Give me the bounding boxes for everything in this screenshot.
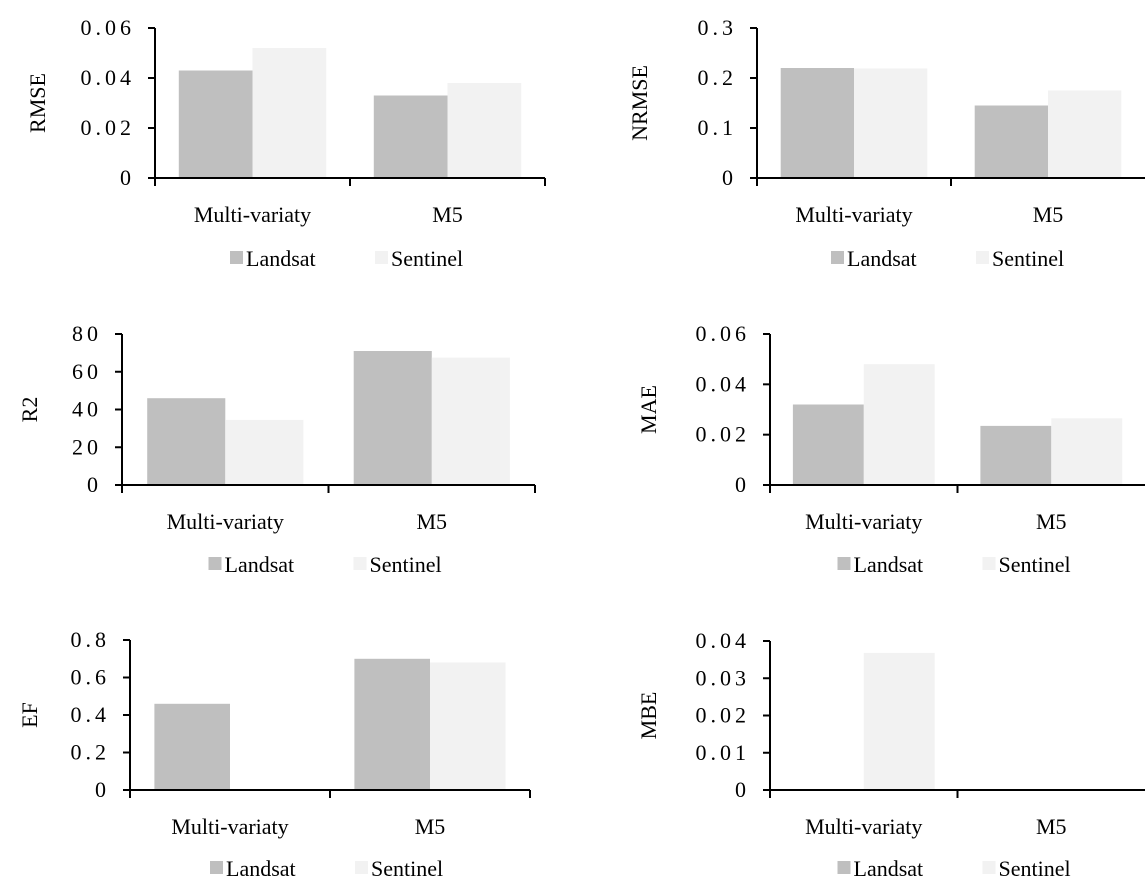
y-axis-title: R2 [17, 397, 42, 423]
x-category-label: M5 [415, 814, 446, 839]
x-category-label: M5 [1036, 814, 1067, 839]
legend-label-sentinel: Sentinel [992, 246, 1064, 271]
bar-landsat-multi-variaty [147, 398, 226, 485]
y-tick-label: 0.06 [81, 15, 136, 40]
y-axis-title: EF [17, 702, 42, 728]
x-category-label: Multi-variaty [805, 814, 922, 839]
y-tick-label: 40 [72, 397, 102, 422]
legend-label-sentinel: Sentinel [391, 246, 463, 271]
bar-landsat-m5 [354, 658, 430, 791]
legend-swatch-landsat [837, 557, 851, 570]
y-tick-label: 0.06 [696, 321, 751, 346]
y-tick-label: 0.1 [698, 115, 738, 140]
bar-sentinel-m5 [447, 83, 522, 178]
bar-landsat-multi-variaty [154, 703, 230, 791]
y-tick-label: 0.6 [71, 665, 111, 690]
y-tick-label: 0.2 [698, 65, 738, 90]
chart-panel-ef: 0 0.2 0.4 0.6 0.8 Multi-variaty M5 EF Landsat Sen… [17, 627, 531, 881]
legend-swatch-landsat [831, 251, 844, 264]
chart-panel-r2: 0 20 40 60 80 Multi-variaty M5 R2 Landsat Sentine… [17, 321, 536, 577]
bar-landsat-m5 [373, 95, 448, 178]
legend-swatch-sentinel [375, 251, 388, 264]
y-tick-label: 0 [722, 165, 737, 190]
legend-swatch-sentinel [353, 557, 367, 570]
bar-sentinel-multi-variaty [863, 364, 935, 485]
y-tick-label: 0.02 [81, 115, 136, 140]
y-tick-label: 20 [72, 434, 102, 459]
x-category-label: M5 [416, 509, 447, 534]
legend-label-sentinel: Sentinel [999, 856, 1071, 881]
y-tick-label: 60 [72, 359, 102, 384]
bar-landsat-multi-variaty [792, 404, 864, 485]
legend-swatch-sentinel [355, 861, 368, 874]
legend-label-sentinel: Sentinel [370, 552, 442, 577]
legend-swatch-sentinel [976, 251, 989, 264]
y-tick-label: 0.03 [696, 665, 751, 690]
y-tick-label: 0.04 [696, 371, 751, 396]
y-axis-title: NRMSE [627, 65, 652, 141]
chart-panel-mae: 0 0.02 0.04 0.06 Multi-variaty M5 MAE Landsat Se… [636, 321, 1145, 577]
legend-label-landsat: Landsat [226, 856, 296, 881]
y-tick-label: 0 [95, 777, 110, 802]
x-category-label: M5 [432, 202, 463, 227]
bar-landsat-m5 [980, 425, 1052, 485]
legend-label-sentinel: Sentinel [371, 856, 443, 881]
bar-landsat-multi-variaty [178, 70, 253, 178]
y-tick-label: 0.04 [696, 628, 751, 653]
y-tick-label: 0 [735, 777, 750, 802]
bar-sentinel-m5 [431, 357, 510, 485]
x-category-label: Multi-variaty [795, 202, 912, 227]
y-tick-label: 0.2 [71, 740, 111, 765]
x-category-label: Multi-variaty [194, 202, 311, 227]
x-category-label: M5 [1033, 202, 1064, 227]
legend-swatch-landsat [210, 861, 223, 874]
y-tick-label: 0 [735, 472, 750, 497]
legend-label-landsat: Landsat [847, 246, 917, 271]
legend-swatch-landsat [837, 861, 851, 874]
y-tick-label: 0.02 [696, 703, 751, 728]
chart-panel-nrmse: 0 0.1 0.2 0.3 Multi-variaty M5 NRMSE Landsat Sen… [627, 15, 1145, 271]
legend-swatch-sentinel [982, 861, 996, 874]
y-tick-label: 0.4 [71, 702, 111, 727]
legend-swatch-sentinel [982, 557, 996, 570]
bar-landsat-m5 [353, 351, 432, 485]
y-tick-label: 0.02 [696, 422, 751, 447]
x-category-label: Multi-variaty [171, 814, 288, 839]
legend-swatch-landsat [230, 251, 243, 264]
chart-panel-mbe: 0 0.01 0.02 0.03 0.04 Multi-variaty M5 MBE Lands… [636, 628, 1145, 881]
y-axis-title: MBE [636, 692, 661, 740]
x-category-label: Multi-variaty [167, 509, 284, 534]
x-category-label: M5 [1036, 509, 1067, 534]
y-tick-label: 0.8 [71, 627, 111, 652]
bar-sentinel-multi-variaty [863, 652, 935, 790]
legend-swatch-landsat [208, 557, 222, 570]
bar-sentinel-m5 [1051, 418, 1123, 485]
bar-sentinel-multi-variaty [252, 48, 327, 178]
legend-label-landsat: Landsat [246, 246, 316, 271]
legend-label-landsat: Landsat [225, 552, 295, 577]
chart-panel-rmse: 0 0.02 0.04 0.06 Multi-variaty M5 RMSE Landsat S… [25, 15, 546, 271]
legend-label-landsat: Landsat [854, 552, 924, 577]
y-tick-label: 0 [87, 472, 102, 497]
legend-label-sentinel: Sentinel [999, 552, 1071, 577]
y-axis-title: RMSE [25, 73, 50, 133]
x-category-label: Multi-variaty [805, 509, 922, 534]
y-tick-label: 0 [120, 165, 135, 190]
y-axis-title: MAE [636, 385, 661, 434]
bar-sentinel-m5 [430, 662, 506, 790]
bar-sentinel-multi-variaty [225, 419, 304, 485]
legend-label-landsat: Landsat [854, 856, 924, 881]
y-tick-label: 0.3 [698, 15, 738, 40]
bar-landsat-m5 [974, 105, 1048, 178]
bar-landsat-multi-variaty [780, 68, 854, 178]
y-tick-label: 0.04 [81, 65, 136, 90]
y-tick-label: 80 [72, 321, 102, 346]
y-tick-label: 0.01 [696, 740, 751, 765]
bar-sentinel-multi-variaty [854, 68, 928, 178]
bar-sentinel-m5 [1048, 90, 1122, 178]
